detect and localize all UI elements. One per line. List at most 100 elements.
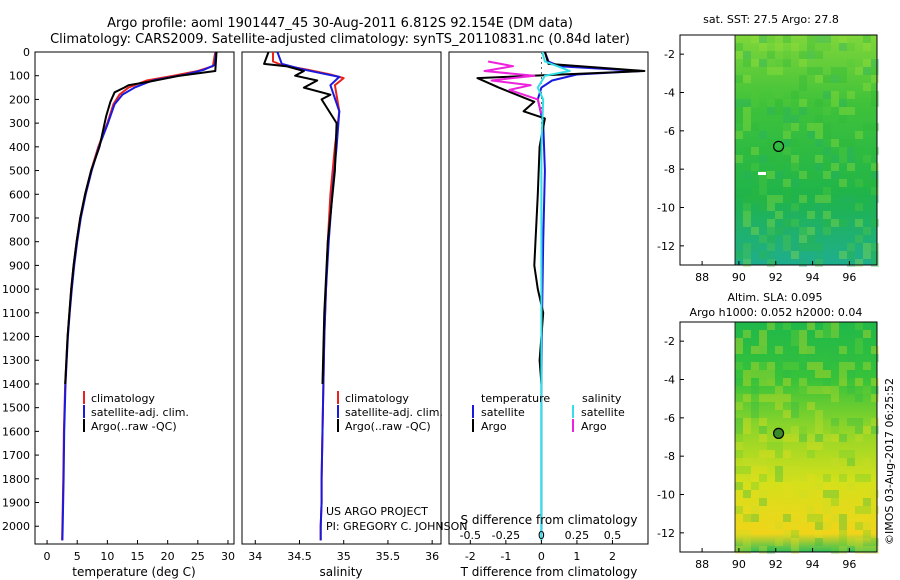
x-tick-label: 20 bbox=[161, 550, 175, 563]
map-cell bbox=[831, 546, 839, 554]
series-line-climatology bbox=[61, 52, 217, 541]
map-cell bbox=[759, 131, 767, 139]
map-cell bbox=[815, 43, 823, 51]
map-cell bbox=[791, 155, 799, 163]
map-cell bbox=[799, 75, 807, 83]
map-cell bbox=[871, 386, 879, 394]
map-cell bbox=[759, 362, 767, 370]
series-line-temperature-satellite bbox=[536, 52, 642, 541]
map-cell bbox=[775, 442, 783, 450]
map-cell bbox=[799, 386, 807, 394]
map-cell bbox=[791, 402, 799, 410]
map-cell bbox=[823, 43, 831, 51]
map-cell bbox=[823, 227, 831, 235]
map-cell bbox=[775, 75, 783, 83]
map-cell bbox=[767, 235, 775, 243]
map-cell bbox=[815, 155, 823, 163]
map-cell bbox=[759, 458, 767, 466]
map-cell bbox=[799, 107, 807, 115]
map-cell bbox=[807, 35, 815, 43]
map-cell bbox=[815, 514, 823, 522]
depth-tick-label: 0 bbox=[23, 46, 30, 59]
temperature-series bbox=[61, 52, 218, 541]
map-cell bbox=[815, 418, 823, 426]
depth-tick-label: 600 bbox=[9, 188, 30, 201]
map-cell bbox=[807, 386, 815, 394]
map-cell bbox=[815, 330, 823, 338]
sst-map: 88 90 92 94 96 -2 -4 -6 -8 -10 -12 bbox=[657, 34, 879, 284]
map-cell bbox=[791, 410, 799, 418]
map-cell bbox=[775, 386, 783, 394]
difference-series bbox=[476, 52, 646, 544]
map-cell bbox=[839, 139, 847, 147]
map-cell bbox=[775, 450, 783, 458]
map-cell bbox=[759, 338, 767, 346]
map-cell bbox=[743, 259, 751, 267]
map-cell bbox=[751, 59, 759, 67]
map-cell bbox=[831, 386, 839, 394]
map-y-tick-label: -10 bbox=[657, 489, 675, 502]
map-cell bbox=[823, 171, 831, 179]
map-cell bbox=[815, 195, 823, 203]
map-cell bbox=[759, 203, 767, 211]
map-cell bbox=[751, 402, 759, 410]
map-cell bbox=[847, 155, 855, 163]
map-cell bbox=[735, 99, 743, 107]
map-cell bbox=[783, 354, 791, 362]
map-cell bbox=[743, 538, 751, 546]
map-cell bbox=[839, 450, 847, 458]
map-cell bbox=[831, 490, 839, 498]
map-cell bbox=[791, 466, 799, 474]
map-y-tick-label: -8 bbox=[664, 163, 675, 176]
map-cell bbox=[839, 346, 847, 354]
map-cell bbox=[767, 139, 775, 147]
series-line-argo-raw-qc- bbox=[64, 52, 218, 385]
map-cell bbox=[839, 498, 847, 506]
map-cell bbox=[863, 386, 871, 394]
map-cell bbox=[743, 514, 751, 522]
map-cell bbox=[807, 75, 815, 83]
map-cell bbox=[807, 243, 815, 251]
map-cell bbox=[855, 546, 863, 554]
depth-tick-label: 1600 bbox=[2, 425, 30, 438]
map-cell bbox=[743, 115, 751, 123]
map-cell bbox=[751, 362, 759, 370]
map-cell bbox=[823, 131, 831, 139]
map-cell bbox=[863, 155, 871, 163]
map-cell bbox=[791, 426, 799, 434]
map-cell bbox=[871, 251, 879, 259]
map-cell bbox=[831, 426, 839, 434]
map-cell bbox=[815, 75, 823, 83]
map-cell bbox=[743, 370, 751, 378]
sla-map-title-line2: Argo h1000: 0.052 h2000: 0.04 bbox=[690, 306, 863, 319]
map-cell bbox=[791, 546, 799, 554]
map-cell bbox=[791, 163, 799, 171]
map-cell bbox=[743, 171, 751, 179]
map-cell bbox=[839, 99, 847, 107]
map-cell bbox=[831, 139, 839, 147]
map-cell bbox=[799, 378, 807, 386]
map-cell bbox=[735, 243, 743, 251]
map-cell bbox=[863, 179, 871, 187]
map-cell bbox=[735, 346, 743, 354]
map-cell bbox=[823, 195, 831, 203]
map-cell bbox=[871, 187, 879, 195]
map-cell bbox=[847, 322, 855, 330]
map-cell bbox=[815, 203, 823, 211]
map-cell bbox=[767, 546, 775, 554]
map-cell bbox=[839, 538, 847, 546]
map-cell bbox=[807, 474, 815, 482]
map-cell bbox=[807, 227, 815, 235]
map-cell bbox=[847, 538, 855, 546]
map-cell bbox=[767, 251, 775, 259]
map-cell bbox=[743, 75, 751, 83]
s-tick-label: 0 bbox=[538, 529, 545, 542]
map-cell bbox=[855, 434, 863, 442]
map-cell bbox=[775, 394, 783, 402]
map-cell bbox=[743, 243, 751, 251]
map-cell bbox=[743, 530, 751, 538]
map-cell bbox=[815, 35, 823, 43]
map-cell bbox=[871, 123, 879, 131]
map-x-tick-label: 92 bbox=[769, 558, 783, 571]
map-cell bbox=[831, 171, 839, 179]
